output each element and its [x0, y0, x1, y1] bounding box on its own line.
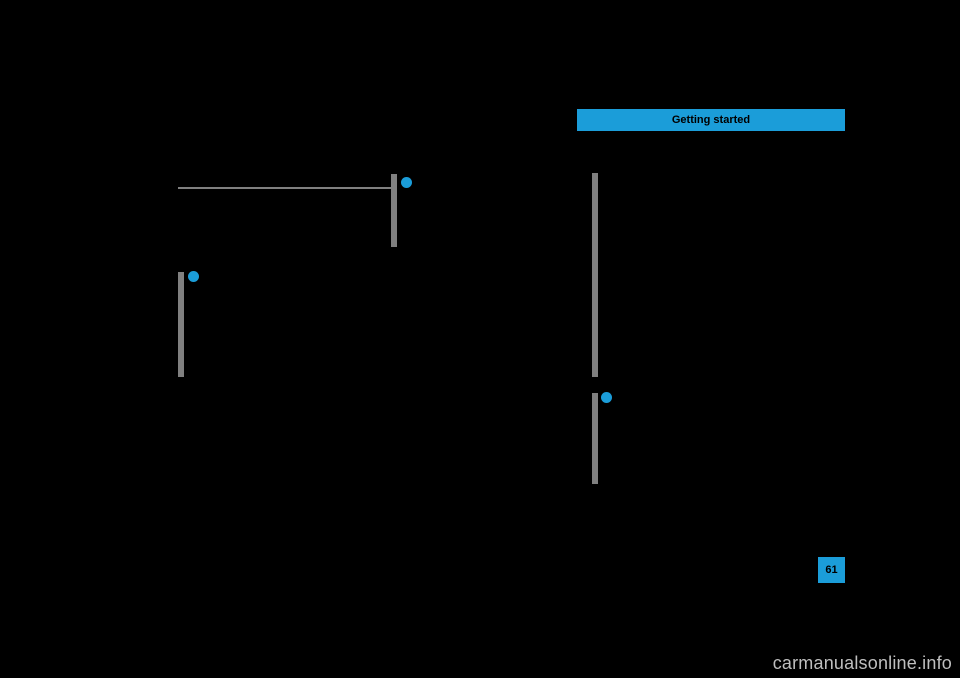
callout-bar-3: [592, 173, 598, 377]
page-number: 61: [818, 557, 845, 583]
page-number-value: 61: [825, 564, 837, 576]
callout-bar-2: [178, 272, 184, 377]
callout-bar-1: [391, 174, 397, 247]
callout-marker-2: [188, 271, 199, 282]
callout-marker-3: [601, 392, 612, 403]
watermark: carmanualsonline.info: [773, 653, 952, 674]
divider-horizontal: [178, 187, 391, 189]
callout-marker-1: [401, 177, 412, 188]
manual-page: Getting started 61: [148, 58, 932, 610]
callout-bar-4: [592, 393, 598, 484]
section-title: Getting started: [672, 114, 750, 126]
section-header-band: Getting started: [577, 109, 845, 131]
